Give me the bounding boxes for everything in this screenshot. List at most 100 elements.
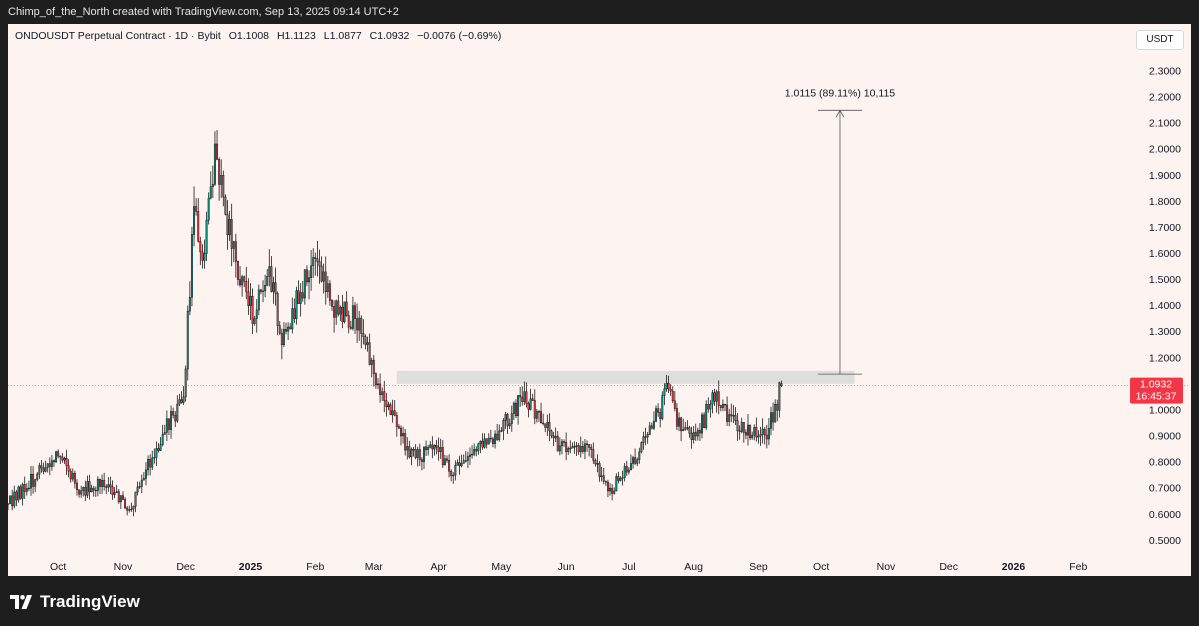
candle-body [648,425,651,435]
candle-body [337,300,340,315]
candle-body [475,449,478,452]
candle-body [655,408,658,422]
candle-body [339,306,342,315]
candle-body [84,487,87,496]
candle-body [393,410,396,416]
candle-body [502,420,505,432]
candle-body [397,426,400,429]
candle-body [709,403,712,410]
ohlc-high: H1.1123 [276,30,316,42]
candle-body [705,404,708,429]
candle-body [772,412,775,423]
candle-body [755,427,758,438]
y-tick-label: 0.7000 [1149,483,1181,495]
candle-body [757,435,760,438]
candle-body [67,465,70,472]
tradingview-logo-icon [10,595,32,609]
candle-body [289,326,292,330]
candle-body [778,382,781,411]
candle-body [224,196,227,215]
candle-body [512,402,515,414]
candle-body [117,491,120,503]
candle-body [297,290,300,304]
ohlc-change: −0.0076 (−0.69%) [417,30,502,42]
candle-body [211,183,214,187]
candle-body [377,383,379,386]
candle-body [400,427,402,437]
candle-body [88,481,91,492]
candle-body [165,418,168,433]
candle-body [113,492,116,495]
candle-body [519,395,522,398]
candle-body [40,465,43,469]
candle-body [525,391,528,404]
x-tick-label: May [491,561,512,573]
candle-body [341,306,344,323]
candle-body [172,411,175,416]
candle-body [659,412,662,420]
candle-body [115,491,118,493]
candle-body [86,481,89,496]
candle-body [602,475,605,482]
candlestick-chart[interactable]: 1.0115 (89.11%) 10,1152.40002.30002.2000… [8,24,1191,576]
candle-body [690,433,693,440]
candle-body [596,463,599,465]
candle-body [527,403,530,410]
candle-body [80,490,83,495]
candle-body [707,404,710,410]
candle-body [579,446,582,453]
candle-body [285,329,288,332]
x-tick-label: Sep [749,561,768,573]
candle-body [742,422,745,433]
x-tick-label: Jun [558,561,575,573]
candle-body [328,283,331,301]
candle-body [489,437,492,440]
candle-body [632,457,635,464]
candle-body [473,449,476,455]
candle-body [92,487,95,491]
candle-body [514,402,517,417]
candle-body [253,318,256,324]
tradingview-brand[interactable]: TradingView [10,592,140,612]
candle-body [686,427,689,429]
y-tick-label: 0.8000 [1149,457,1181,469]
candle-body [573,446,576,448]
candle-body [759,434,762,437]
candle-body [331,300,333,307]
candle-body [349,326,352,329]
candle-body [675,408,678,427]
candle-body [468,454,471,457]
y-tick-label: 1.0000 [1149,404,1181,416]
candle-body [732,415,735,417]
candle-body [324,271,327,293]
candle-body [220,175,223,185]
symbol-legend: ONDOUSDT Perpetual Contract · 1D · Bybit… [15,30,506,42]
candle-body [410,449,413,458]
chart-panel[interactable]: 1.0115 (89.11%) 10,1152.40002.30002.2000… [8,24,1191,576]
candle-body [487,437,490,445]
candle-body [627,469,630,473]
currency-button[interactable]: USDT [1136,30,1184,50]
candle-body [640,442,643,453]
candle-body [101,480,104,487]
candle-body [105,486,108,488]
candle-body [11,495,14,507]
x-tick-label: Aug [684,561,703,573]
candle-body [153,457,156,459]
y-tick-label: 2.2000 [1149,92,1181,104]
symbol-name[interactable]: ONDOUSDT Perpetual Contract · 1D · Bybit [15,30,221,42]
candle-body [274,282,277,294]
candle-body [698,430,701,434]
candle-body [774,404,777,423]
candle-body [69,470,72,480]
candle-body [506,414,509,427]
candle-body [416,449,419,458]
candle-body [142,478,145,481]
candle-body [46,463,49,468]
candle-body [107,484,110,488]
candle-body [761,428,764,435]
candle-body [121,495,124,500]
candle-body [293,308,296,319]
candle-body [663,388,666,396]
candle-body [354,305,356,319]
